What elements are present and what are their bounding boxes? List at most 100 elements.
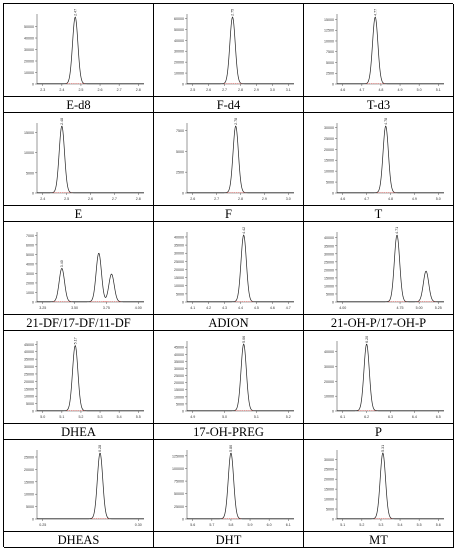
axes (36, 14, 144, 85)
chromatogram-dheas: 0 5000 10000 15000 20000 25000 0.25 0.30 0.28 (24, 445, 144, 527)
y-tick-label: 0 (32, 410, 34, 414)
x-tick-label: 5.0 (222, 415, 227, 419)
x-tick-label: 6.1 (340, 415, 345, 419)
y-tick-label: 30000 (24, 48, 34, 52)
y-tick-label: 2500 (176, 171, 184, 175)
x-tick-label: 6.4 (412, 415, 417, 419)
x-tick-label: 6.1 (286, 523, 291, 527)
chromatogram-cell-21-df-17-df-11-df: 0 1000 2000 3000 4000 5000 6000 7000 3.25 3.50 3.7… (4, 222, 154, 331)
y-tick-label: 0 (32, 301, 34, 305)
peak-label: 0.28 (98, 445, 102, 452)
y-tick-label: 7500 (326, 50, 334, 54)
chromatogram-cell-p: 0 10000 20000 30000 40000 6.1 6.2 6.3 6.4 6.5 6.20… (304, 331, 454, 440)
x-tick-label: 5.1 (254, 415, 259, 419)
y-tick-label: 0 (332, 301, 334, 305)
y-tick-label: 35000 (24, 358, 34, 362)
y-tick-label: 2000 (26, 281, 34, 285)
axes (336, 232, 444, 303)
y-tick-label: 3000 (26, 272, 34, 276)
y-tick-label: 0 (182, 301, 184, 305)
x-tick-label: 4.75 (397, 306, 404, 310)
chromatogram-trace (187, 452, 294, 520)
x-tick-label: 3.0 (286, 197, 291, 201)
y-tick-label: 5000 (176, 402, 184, 406)
y-tick-label: 75000 (174, 480, 184, 484)
y-tick-label: 25000 (324, 137, 334, 141)
y-tick-label: 25000 (24, 456, 34, 460)
x-tick-label: 2.3 (40, 88, 45, 92)
x-tick-label: 4.9 (398, 88, 403, 92)
x-tick-label: 2.4 (40, 197, 45, 201)
chromatogram-21-oh-p-17-oh-p: 0 5000 10000 15000 20000 25000 30000 35000 40000… (324, 227, 444, 310)
x-tick-label: 3.75 (103, 306, 110, 310)
chromatogram-trace (337, 16, 444, 85)
x-tick-label: 5.0 (436, 197, 441, 201)
x-tick-label: 5.1 (340, 523, 345, 527)
y-tick-label: 20000 (174, 381, 184, 385)
chromatogram-trace (37, 344, 144, 412)
x-tick-label: 5.00 (416, 306, 423, 310)
axes (336, 123, 444, 194)
y-tick-label: 60000 (174, 17, 184, 21)
x-tick-label: 4.5 (254, 306, 259, 310)
x-tick-label: 4.8 (388, 197, 393, 201)
x-tick-label: 5.6 (190, 523, 195, 527)
x-tick-label: 3.50 (71, 306, 78, 310)
y-tick-label: 2500 (326, 72, 334, 76)
y-tick-label: 5000 (26, 253, 34, 257)
y-tick-label: 40000 (174, 353, 184, 357)
x-tick-label: 0.30 (135, 523, 142, 527)
y-tick-label: 30000 (324, 458, 334, 462)
chromatogram-dht: 0 25000 50000 75000 100000 125000 5.6 5.7 5.8 5.9… (172, 445, 294, 527)
y-tick-label: 5000 (26, 171, 34, 175)
compound-label: F-d4 (154, 96, 303, 113)
chromatogram-cell-21-oh-p-17-oh-p: 0 5000 10000 15000 20000 25000 30000 35000 40000… (304, 222, 454, 331)
x-tick-label: 5.2 (286, 415, 291, 419)
y-tick-label: 10000 (24, 71, 34, 75)
chromatogram-cell-f-d4: 0 10000 20000 30000 40000 50000 60000 2.5 2.6 2.7… (154, 4, 304, 113)
x-tick-label: 3.1 (286, 88, 291, 92)
y-tick-label: 20000 (24, 60, 34, 64)
y-tick-label: 7000 (26, 234, 34, 238)
peak-label: 5.31 (381, 445, 385, 452)
x-tick-label: 2.6 (190, 197, 195, 201)
y-tick-label: 0 (332, 83, 334, 87)
x-tick-label: 4.00 (339, 306, 346, 310)
y-tick-label: 30000 (24, 365, 34, 369)
y-tick-label: 40000 (174, 235, 184, 239)
compound-label: 17-OH-PREG (154, 423, 303, 440)
compound-label: T (304, 205, 453, 222)
x-tick-label: 5.2 (359, 523, 364, 527)
x-tick-label: 4.9 (412, 197, 417, 201)
x-tick-label: 2.5 (64, 197, 69, 201)
compound-label: F (154, 205, 303, 222)
y-tick-label: 30000 (324, 252, 334, 256)
y-tick-label: 0 (332, 410, 334, 414)
y-tick-label: 100000 (172, 467, 184, 471)
x-tick-label: 4.1 (190, 306, 195, 310)
x-tick-label: 4.7 (286, 306, 291, 310)
y-tick-label: 0 (182, 83, 184, 87)
y-tick-label: 5000 (326, 292, 334, 296)
x-tick-label: 6.5 (436, 415, 441, 419)
peak-label: 2.78 (234, 118, 238, 125)
axes (186, 123, 294, 194)
x-tick-label: 5.3 (98, 415, 103, 419)
y-tick-label: 10000 (324, 39, 334, 43)
chromatogram-p: 0 10000 20000 30000 40000 6.1 6.2 6.3 6.4 6.5 6.20 (324, 336, 444, 419)
x-tick-label: 5.9 (248, 523, 253, 527)
chromatogram-cell-adion: 0 5000 10000 15000 20000 25000 30000 35000 40000… (154, 222, 304, 331)
y-tick-label: 20000 (174, 268, 184, 272)
x-tick-label: 5.8 (228, 523, 233, 527)
peak-label: 4.71 (395, 227, 399, 234)
y-tick-label: 30000 (324, 365, 334, 369)
y-tick-label: 40000 (174, 39, 184, 43)
axes (336, 450, 444, 520)
x-tick-label: 4.7 (359, 88, 364, 92)
x-tick-label: 4.00 (135, 306, 142, 310)
x-tick-label: 2.9 (262, 197, 267, 201)
chromatogram-trace (37, 16, 144, 85)
y-tick-label: 30000 (174, 367, 184, 371)
y-tick-label: 125000 (172, 454, 184, 458)
chromatogram-f: 0 2500 5000 7500 2.6 2.7 2.8 2.9 3.0 2.78 (176, 118, 294, 201)
